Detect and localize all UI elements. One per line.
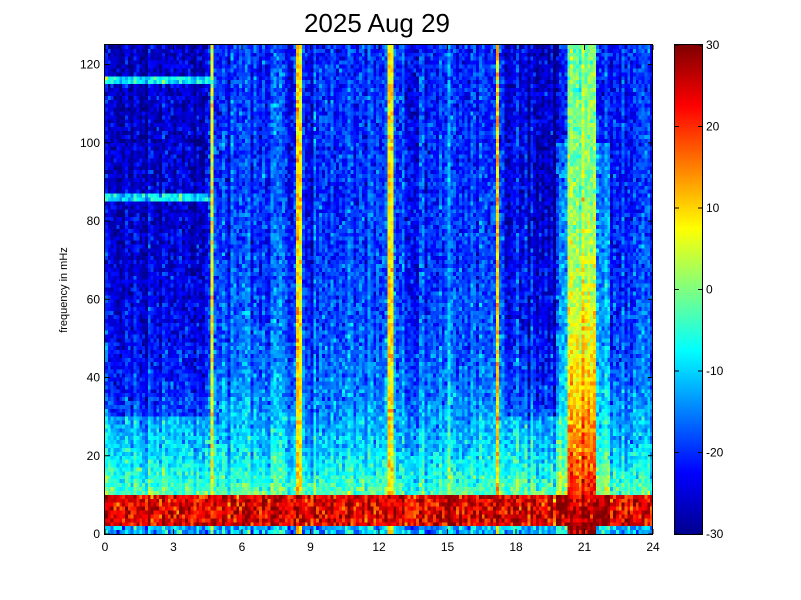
- spectrogram-heatmap: [105, 45, 653, 534]
- colorbar-tick-label: 20: [706, 120, 720, 134]
- x-tick-label: 15: [441, 540, 455, 554]
- colorbar-tick-label: 10: [706, 201, 720, 215]
- colorbar-tick-label: -30: [706, 527, 724, 541]
- y-axis-label: frequency in mHz: [58, 247, 70, 333]
- x-axis: 0 3 6 9 12 15 18 21 24: [102, 45, 660, 554]
- y-tick-label: 120: [80, 58, 100, 72]
- colorbar-tick-label: -20: [706, 446, 724, 460]
- spectrogram-plot-area: [104, 44, 653, 535]
- colorbar-tick-label: 30: [706, 38, 720, 52]
- x-tick-label: 3: [170, 540, 177, 554]
- y-tick-label: 100: [80, 136, 100, 150]
- x-tick-label: 12: [372, 540, 386, 554]
- y-tick-label: 40: [87, 371, 101, 385]
- y-tick-label: 60: [87, 292, 101, 306]
- y-axis: 0 20 40 60 80 100 120: [80, 58, 653, 541]
- x-tick-label: 9: [307, 540, 314, 554]
- y-tick-label: 0: [93, 527, 100, 541]
- colorbar-tick-label: -10: [706, 364, 724, 378]
- x-tick-label: 6: [239, 540, 246, 554]
- x-tick-label: 18: [509, 540, 523, 554]
- colorbar: 30 20 10 0 -10 -20 -30: [674, 38, 724, 541]
- colorbar-tick-label: 0: [706, 283, 713, 297]
- x-tick-label: 0: [102, 540, 109, 554]
- colorbar-frame: [674, 44, 703, 535]
- colorbar-gradient: [675, 45, 702, 534]
- y-tick-label: 80: [87, 214, 101, 228]
- chart-title: 2025 Aug 29: [304, 8, 450, 38]
- plot-frame: [104, 44, 653, 535]
- colorbar-ticks: 30 20 10 0 -10 -20 -30: [675, 38, 724, 541]
- x-tick-label: 24: [646, 540, 660, 554]
- y-tick-label: 20: [87, 449, 101, 463]
- x-tick-label: 21: [578, 540, 592, 554]
